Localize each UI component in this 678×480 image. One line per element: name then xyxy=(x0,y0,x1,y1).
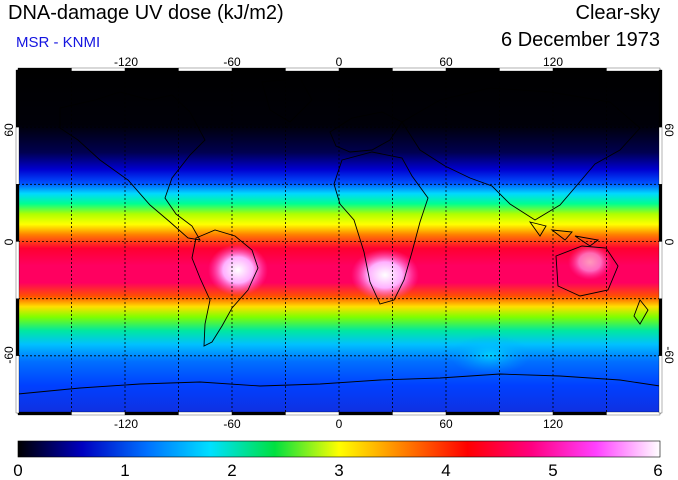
frame-segment xyxy=(124,411,179,416)
frame-segment xyxy=(231,411,286,416)
colorbar-label: 5 xyxy=(548,461,557,480)
frame-segment xyxy=(552,411,607,416)
lat-label: 60 xyxy=(662,123,676,137)
africa-hotspot xyxy=(351,249,419,301)
lat-label: -60 xyxy=(662,346,676,364)
frame-segment xyxy=(658,241,663,299)
frame-segment xyxy=(658,69,663,128)
map-title: DNA-damage UV dose (kJ/m2) xyxy=(8,2,284,24)
colorbar xyxy=(17,440,661,458)
graticule xyxy=(18,70,660,413)
map-plot-area xyxy=(18,70,660,413)
frame-segment xyxy=(658,127,663,185)
date-label: 6 December 1973 xyxy=(501,29,660,51)
colorbar-label: 4 xyxy=(441,461,450,480)
frame-segment xyxy=(658,298,663,356)
frame-segment xyxy=(499,411,554,416)
lon-label: -120 xyxy=(114,417,138,431)
colorbar-label: 0 xyxy=(13,461,22,480)
frame-segment xyxy=(392,67,447,72)
frame-segment xyxy=(15,241,20,299)
lat-labels-right: 60 0 -60 xyxy=(662,123,676,364)
frame-segment xyxy=(17,67,72,72)
lon-label: 60 xyxy=(439,417,453,431)
frame-segment xyxy=(15,355,20,414)
frame-segment xyxy=(71,411,126,416)
coastlines xyxy=(18,77,660,395)
lat-label: 60 xyxy=(2,123,16,137)
frame-segment xyxy=(658,355,663,414)
lat-label: 0 xyxy=(2,238,16,245)
frame-segment xyxy=(445,67,500,72)
lon-label: -120 xyxy=(114,55,138,69)
frame-segment xyxy=(17,411,72,416)
colorbar-label: 1 xyxy=(120,461,129,480)
scenario-label: Clear-sky xyxy=(575,2,660,24)
frame-segment xyxy=(606,67,661,72)
frame-segment xyxy=(178,411,233,416)
lon-label: -60 xyxy=(223,417,241,431)
lon-label: 0 xyxy=(336,55,343,69)
map-subtitle: MSR - KNMI xyxy=(16,34,101,51)
frame-segment xyxy=(15,184,20,242)
lat-label: 0 xyxy=(662,239,676,246)
south-america-hotspot xyxy=(208,244,268,296)
colorbar-labels: 0 1 2 3 4 5 6 xyxy=(13,461,662,480)
lon-label: 120 xyxy=(543,417,563,431)
frame-segment xyxy=(606,411,661,416)
frame-segment xyxy=(285,411,340,416)
frame-segment xyxy=(658,184,663,242)
lon-label: 60 xyxy=(439,55,453,69)
australia-hotspot xyxy=(568,244,612,280)
lat-label: -60 xyxy=(2,346,16,364)
frame-segment xyxy=(392,411,447,416)
frame-segment xyxy=(338,67,393,72)
frame-segment xyxy=(15,69,20,128)
lon-labels-top: -120 -60 0 60 120 xyxy=(114,55,563,69)
lon-label: 0 xyxy=(336,417,343,431)
colorbar-label: 2 xyxy=(227,461,236,480)
frame-ticks xyxy=(15,67,663,416)
lon-label: 120 xyxy=(543,55,563,69)
lon-labels-bottom: -120 -60 0 60 120 xyxy=(114,417,563,431)
frame-segment xyxy=(338,411,393,416)
lat-labels-left: 60 0 -60 xyxy=(2,123,16,364)
colorbar-label: 6 xyxy=(653,461,662,480)
lon-label: -60 xyxy=(223,55,241,69)
frame-segment xyxy=(285,67,340,72)
colorbar-label: 3 xyxy=(334,461,343,480)
frame-segment xyxy=(15,127,20,185)
frame-segment xyxy=(445,411,500,416)
frame-segment xyxy=(15,298,20,356)
southern-ocean-feature xyxy=(450,335,530,375)
